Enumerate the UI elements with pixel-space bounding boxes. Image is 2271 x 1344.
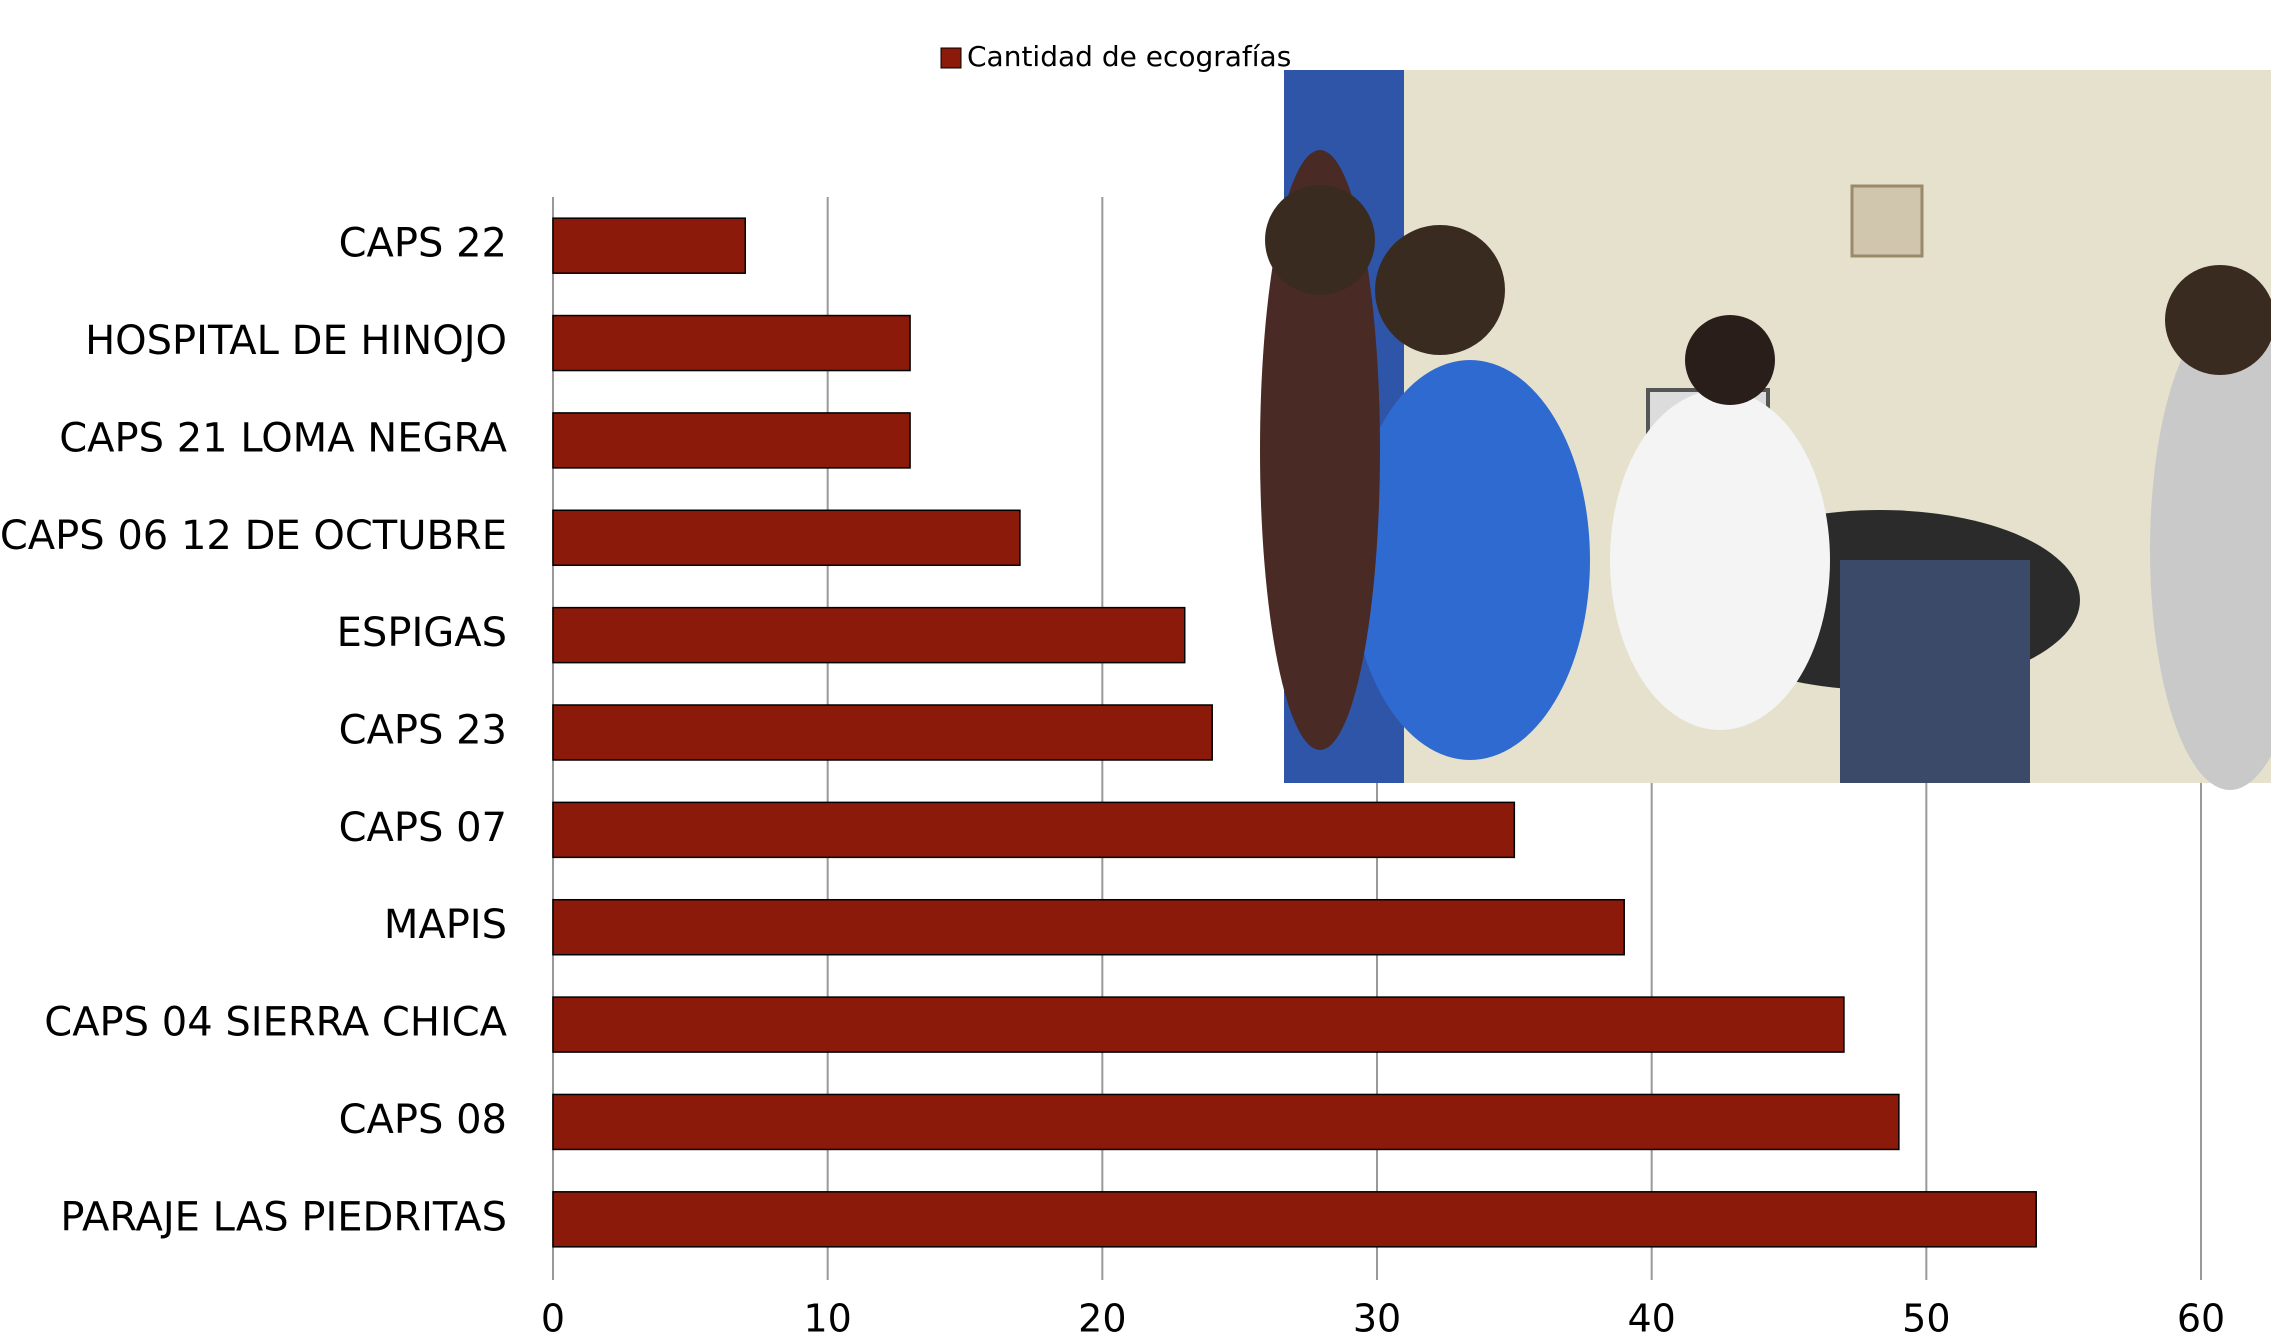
bar <box>552 1093 1900 1151</box>
y-tick-label: CAPS 04 SIERRA CHICA <box>44 1000 507 1046</box>
y-tick-label: HOSPITAL DE HINOJO <box>85 318 507 364</box>
bar <box>552 996 1845 1053</box>
bar <box>552 314 911 372</box>
x-tick-label: 60 <box>2177 1297 2225 1341</box>
bar <box>552 217 747 274</box>
x-tick-label: 0 <box>541 1297 565 1341</box>
y-tick-label: CAPS 06 12 DE OCTUBRE <box>0 513 507 559</box>
legend-label: Cantidad de ecografías <box>967 40 1291 73</box>
bar <box>552 704 1213 761</box>
y-tick-label: CAPS 23 <box>339 708 507 754</box>
bar <box>552 1191 2037 1248</box>
x-tick-label: 40 <box>1627 1297 1675 1341</box>
x-tick-label: 50 <box>1902 1297 1950 1341</box>
y-tick-label: ESPIGAS <box>337 610 507 656</box>
bar <box>552 898 1625 956</box>
bar <box>552 801 1516 859</box>
y-tick-label: PARAJE LAS PIEDRITAS <box>60 1194 507 1240</box>
y-tick-label: CAPS 21 LOMA NEGRA <box>59 415 507 461</box>
photo <box>1260 70 2271 790</box>
bar <box>552 509 1021 567</box>
x-tick-label: 30 <box>1353 1297 1401 1341</box>
y-tick-label: CAPS 07 <box>339 805 507 851</box>
bar <box>552 606 1186 664</box>
y-tick-label: CAPS 22 <box>339 221 507 267</box>
x-tick-label: 20 <box>1078 1297 1126 1341</box>
y-tick-label: MAPIS <box>384 902 507 948</box>
bar <box>552 412 911 469</box>
y-tick-label: CAPS 08 <box>339 1097 507 1143</box>
x-tick-label: 10 <box>803 1297 851 1341</box>
legend-swatch <box>940 47 962 69</box>
